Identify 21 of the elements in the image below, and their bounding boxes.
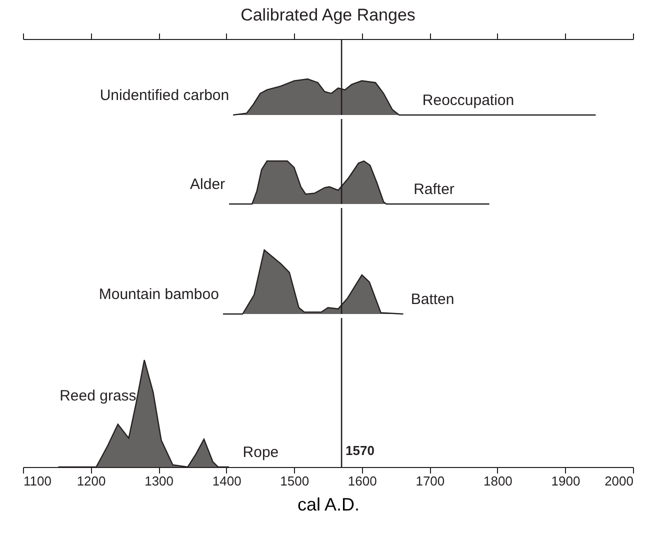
x-tick-label: 1300 <box>144 474 174 488</box>
chart-title: Calibrated Age Ranges <box>240 6 416 24</box>
ref-line-label: 1570 <box>346 443 374 458</box>
x-tick-label: 1600 <box>348 474 377 488</box>
annotation: Unidentified carbon <box>100 87 230 104</box>
annotation: Mountain bamboo <box>98 286 219 303</box>
x-tick-label: 1100 <box>24 474 52 488</box>
annotation: Reoccupation <box>422 92 514 109</box>
annotation: Batten <box>410 291 454 308</box>
x-tick-label: 2000 <box>604 474 634 488</box>
x-tick-label: 1200 <box>76 474 106 488</box>
x-tick-label: 1900 <box>551 474 580 488</box>
x-axis-title: cal A.D. <box>297 494 360 514</box>
x-tick-label: 1800 <box>483 474 512 488</box>
annotation: Alder <box>190 176 226 193</box>
annotation: Reed grass <box>60 387 136 404</box>
annotation: Rope <box>242 444 279 461</box>
annotation: Rafter <box>414 181 454 198</box>
x-tick-label: 1700 <box>416 474 445 488</box>
x-tick-label: 1500 <box>280 474 310 488</box>
x-tick-label: 1400 <box>212 474 242 488</box>
